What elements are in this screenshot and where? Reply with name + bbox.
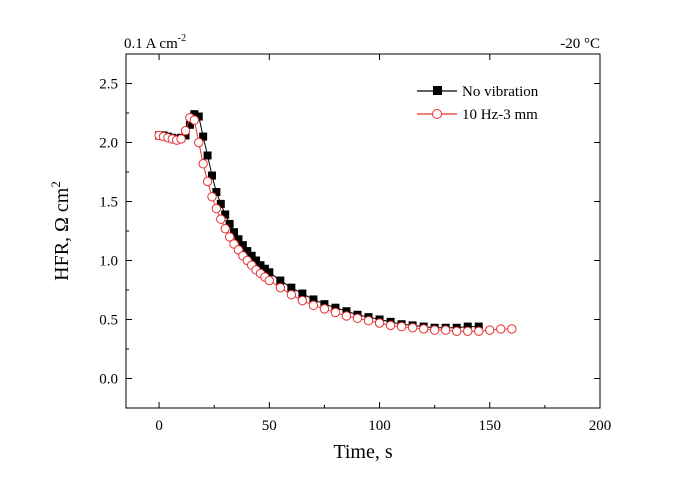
series-line [158, 117, 512, 332]
series-1 [154, 113, 517, 336]
data-point [256, 261, 265, 270]
current-density-label: 0.1 A cm-2 [124, 33, 186, 52]
data-point [189, 115, 200, 125]
data-point [202, 176, 213, 187]
data-point [275, 282, 286, 293]
data-point [225, 219, 234, 228]
data-point [429, 325, 440, 335]
data-point [224, 232, 235, 242]
data-point [276, 276, 285, 285]
data-point [180, 126, 191, 136]
temperature-label: -20 °C [560, 36, 600, 52]
data-point [260, 264, 269, 273]
legend-marker-10hz [432, 109, 442, 119]
data-point [474, 326, 484, 336]
data-point [265, 268, 274, 277]
data-point [207, 171, 216, 180]
data-point [463, 326, 473, 336]
data-point [418, 324, 429, 334]
legend-marker-no-vibration [433, 86, 442, 95]
data-point [407, 323, 418, 333]
x-tick-label: 50 [262, 418, 277, 434]
data-point [216, 214, 226, 224]
x-tick-label: 200 [589, 418, 612, 434]
data-point [252, 256, 261, 265]
data-point [185, 120, 194, 129]
data-point [474, 322, 483, 331]
data-point [221, 210, 230, 219]
data-point [286, 290, 297, 300]
legend-label-no-vibration: No vibration [462, 84, 539, 100]
data-point [352, 313, 363, 324]
y-tick-label: 1.5 [99, 195, 118, 211]
data-point [451, 326, 462, 336]
data-point [198, 159, 208, 169]
data-point [342, 307, 351, 316]
x-tick-label: 100 [368, 418, 391, 434]
data-point [320, 300, 329, 309]
legend-label-10hz: 10 Hz-3 mm [462, 107, 538, 123]
data-point [238, 241, 247, 250]
y-tick-label: 2.5 [99, 77, 118, 93]
data-point [212, 188, 221, 197]
data-point [298, 289, 307, 298]
data-point [176, 134, 186, 144]
data-point [287, 283, 296, 292]
data-point [374, 318, 385, 328]
data-point [341, 311, 352, 321]
data-point [485, 325, 495, 335]
data-point [330, 307, 341, 318]
data-point [234, 235, 243, 244]
legend: No vibration 10 Hz-3 mm [417, 84, 539, 123]
data-point [309, 295, 318, 304]
data-point [440, 325, 451, 335]
data-point [194, 112, 203, 121]
data-point [194, 137, 204, 148]
data-point [396, 321, 407, 332]
data-point [507, 324, 517, 334]
series-0 [155, 110, 483, 332]
x-tick-label: 0 [155, 418, 163, 434]
data-point [385, 320, 396, 331]
data-point [463, 322, 472, 331]
data-point [247, 251, 256, 260]
data-point [264, 275, 275, 286]
x-tick-label: 150 [479, 418, 502, 434]
data-point [363, 315, 374, 326]
y-tick-label: 0.0 [99, 372, 118, 388]
data-point [211, 203, 222, 214]
y-tick-label: 2.0 [99, 136, 118, 152]
y-axis-title: HFR, Ω cm2 [48, 181, 73, 281]
data-point [319, 304, 330, 314]
data-point [496, 324, 506, 334]
data-point [181, 131, 190, 140]
x-axis-title: Time, s [333, 441, 393, 463]
data-point [308, 300, 319, 311]
data-point [243, 247, 252, 256]
data-point [220, 223, 230, 234]
y-tick-label: 1.0 [99, 254, 118, 270]
data-point [297, 295, 308, 306]
series-line [159, 113, 479, 329]
data-point [230, 228, 239, 237]
data-point [216, 199, 225, 208]
data-point [203, 151, 212, 160]
y-tick-label: 0.5 [99, 313, 118, 329]
axis-ticks: 0 50 100 150 200 0.0 0.5 1.0 1.5 2.0 2.5 [99, 54, 611, 434]
series-marks [154, 110, 517, 336]
data-point [331, 303, 340, 312]
data-point [207, 192, 217, 202]
data-point [199, 132, 208, 141]
data-point [190, 110, 199, 119]
